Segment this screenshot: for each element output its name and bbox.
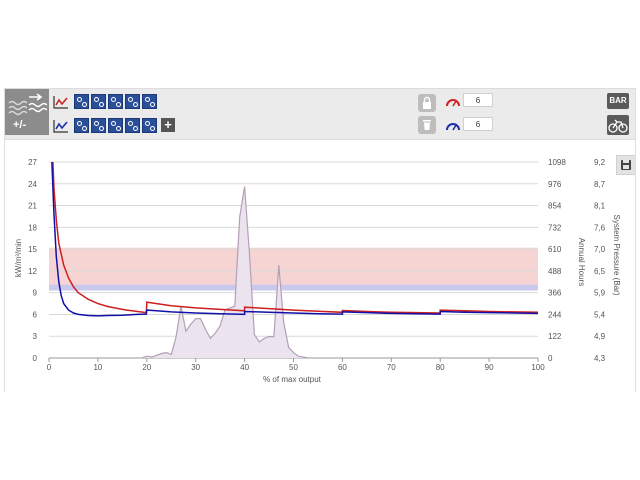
y-tick-label: 0: [33, 354, 38, 363]
x-tick-label: 70: [387, 363, 396, 372]
y2-axis-label: Annual Hours: [577, 238, 586, 286]
y-tick-label: 15: [28, 245, 37, 254]
y-tick-label: 27: [28, 158, 37, 167]
y2-tick-label: 488: [548, 267, 562, 276]
y3-axis-label: System Pressure (Bar): [612, 215, 621, 296]
x-tick-label: 50: [289, 363, 298, 372]
line-chart-red-icon[interactable]: [53, 95, 69, 109]
target-band: [49, 284, 538, 291]
plus-icon[interactable]: +: [161, 118, 175, 132]
trash-icon[interactable]: [418, 116, 436, 134]
x-tick-label: 80: [436, 363, 445, 372]
mode-plusminus-label[interactable]: +/-: [13, 119, 27, 131]
units-button[interactable]: BAR: [607, 93, 629, 109]
y3-tick-label: 4,9: [594, 332, 606, 341]
y3-tick-label: 4,3: [594, 354, 606, 363]
y2-tick-label: 1098: [548, 158, 566, 167]
power-count-2[interactable]: 6: [463, 117, 493, 131]
config-button-3[interactable]: [108, 94, 123, 109]
y-tick-label: 18: [28, 223, 37, 232]
x-axis-label: % of max output: [263, 375, 322, 384]
y-tick-label: 12: [28, 267, 37, 276]
y3-tick-label: 5,4: [594, 310, 606, 319]
y-tick-label: 24: [28, 180, 37, 189]
config-button-2[interactable]: [91, 94, 106, 109]
config-button-5[interactable]: [142, 94, 157, 109]
x-tick-label: 0: [47, 363, 52, 372]
y3-tick-label: 8,1: [594, 202, 606, 211]
line-chart-blue-icon[interactable]: [53, 119, 69, 133]
y-tick-label: 6: [33, 310, 38, 319]
wave-lines-icon[interactable]: [7, 95, 27, 119]
y2-tick-label: 976: [548, 180, 562, 189]
y3-tick-label: 7,0: [594, 245, 606, 254]
y3-tick-label: 7,6: [594, 223, 606, 232]
y2-tick-label: 610: [548, 245, 562, 254]
y3-tick-label: 5,9: [594, 289, 606, 298]
y3-tick-label: 9,2: [594, 158, 606, 167]
y3-tick-label: 6,5: [594, 267, 606, 276]
blue-series-line: [51, 161, 539, 317]
y2-tick-label: 732: [548, 223, 562, 232]
config-button-6[interactable]: [74, 118, 89, 133]
x-tick-label: 20: [142, 363, 151, 372]
y2-tick-label: 122: [548, 332, 562, 341]
x-tick-label: 100: [531, 363, 545, 372]
y-tick-label: 21: [28, 202, 37, 211]
chart-frame-left: [4, 140, 5, 392]
config-button-1[interactable]: [74, 94, 89, 109]
config-button-9[interactable]: [125, 118, 140, 133]
gauge-red-icon: [446, 99, 460, 107]
y3-tick-label: 8,7: [594, 180, 606, 189]
lock-icon[interactable]: [418, 94, 436, 112]
config-button-8[interactable]: [108, 118, 123, 133]
x-tick-label: 60: [338, 363, 347, 372]
x-tick-label: 30: [191, 363, 200, 372]
chart-frame-right: [635, 140, 636, 392]
annual-hours-area: [141, 186, 309, 358]
y2-tick-label: 366: [548, 289, 562, 298]
chart-toolbar: +/- + 6 6 BAR: [4, 88, 636, 140]
config-button-10[interactable]: [142, 118, 157, 133]
pressure-band: [49, 247, 538, 291]
y-tick-label: 9: [33, 289, 38, 298]
mode-selector[interactable]: +/-: [5, 89, 49, 135]
x-tick-label: 10: [93, 363, 102, 372]
y2-tick-label: 854: [548, 202, 562, 211]
x-tick-label: 40: [240, 363, 249, 372]
power-count-1[interactable]: 6: [463, 93, 493, 107]
x-tick-label: 90: [485, 363, 494, 372]
red-series-line: [52, 161, 539, 314]
y-axis-label: kW/m³/min: [14, 239, 23, 277]
bicycle-icon[interactable]: [607, 115, 629, 135]
config-button-4[interactable]: [125, 94, 140, 109]
config-button-7[interactable]: [91, 118, 106, 133]
y2-tick-label: 244: [548, 310, 562, 319]
y2-tick-label: 0: [548, 354, 553, 363]
y-tick-label: 3: [33, 332, 38, 341]
gauge-blue-icon: [446, 123, 460, 131]
flow-arrows-icon[interactable]: [27, 91, 47, 117]
